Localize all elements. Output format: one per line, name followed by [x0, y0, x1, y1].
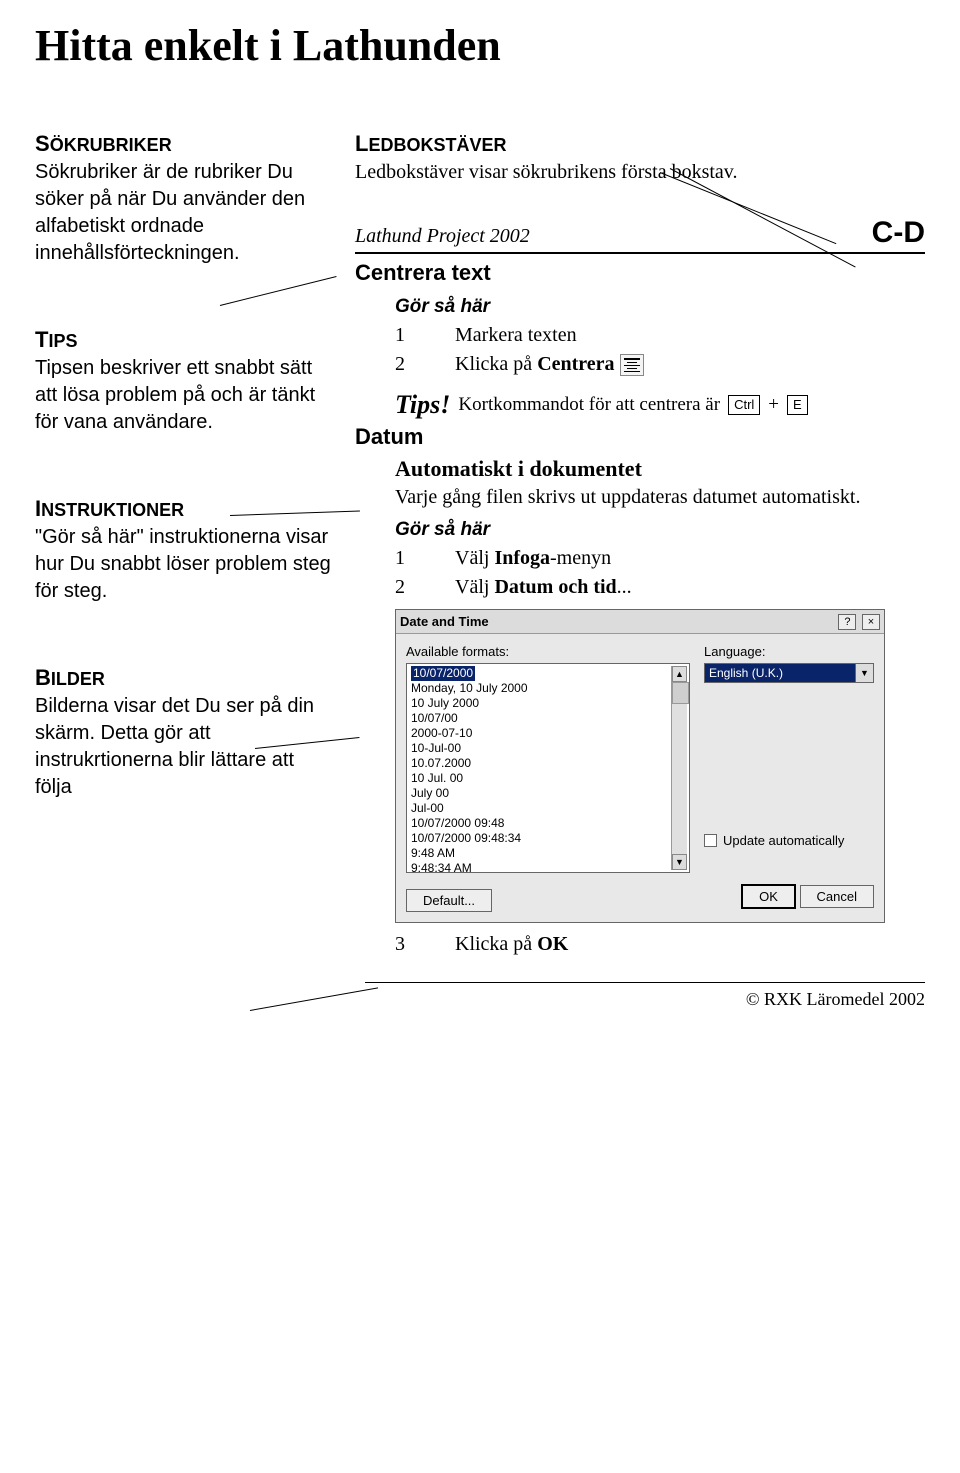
checkbox-box[interactable]	[704, 834, 717, 847]
available-formats-label: Available formats:	[406, 644, 690, 659]
step-pre: Välj	[455, 576, 494, 598]
step-text: Markera texten	[455, 324, 577, 347]
step-row: 1Markera texten	[395, 324, 925, 347]
lathund-line: Lathund Project 2002 C-D	[355, 216, 925, 254]
heading-lead: T	[35, 327, 48, 352]
close-button[interactable]: ×	[862, 614, 880, 630]
checkbox-label: Update automatically	[723, 833, 844, 848]
step-row: 1 Välj Infoga-menyn	[395, 547, 925, 570]
step-bold: Datum och tid	[494, 576, 616, 598]
tips-line: Tips! Kortkommandot för att centrera är …	[395, 390, 925, 420]
language-label: Language:	[704, 644, 874, 659]
list-item[interactable]: July 00	[409, 786, 671, 801]
list-item[interactable]: 10 July 2000	[409, 696, 671, 711]
step-bold: Infoga	[494, 547, 550, 569]
list-item[interactable]: 2000-07-10	[409, 726, 671, 741]
list-item[interactable]: 10/07/00	[409, 711, 671, 726]
chevron-down-icon[interactable]: ▼	[856, 663, 874, 683]
page-title: Hitta enkelt i Lathunden	[35, 20, 925, 71]
heading-lead: L	[355, 131, 368, 156]
list-item[interactable]: Monday, 10 July 2000	[409, 681, 671, 696]
plus-sign: +	[768, 394, 779, 416]
block-body: Bilderna visar det Du ser på din skärm. …	[35, 693, 335, 801]
list-item[interactable]: 10/07/2000	[409, 666, 671, 681]
list-item[interactable]: 10-Jul-00	[409, 741, 671, 756]
block-tips: TIPS Tipsen beskriver ett snabbt sätt at…	[35, 327, 335, 436]
heading-rest: ILDER	[51, 669, 105, 689]
step-bold: Centrera	[537, 353, 614, 375]
step-text: Välj Datum och tid...	[455, 576, 632, 599]
list-item[interactable]: 9:48 AM	[409, 846, 671, 861]
step-bold: OK	[537, 933, 568, 955]
heading-lead: B	[35, 665, 51, 690]
step-text: Välj Infoga-menyn	[455, 547, 611, 570]
formats-listbox[interactable]: 10/07/2000Monday, 10 July 200010 July 20…	[406, 663, 690, 873]
auto-head: Automatiskt i dokumentet	[395, 456, 925, 482]
cancel-button[interactable]: Cancel	[800, 885, 874, 908]
heading-rest: IPS	[48, 331, 77, 351]
list-item[interactable]: 10.07.2000	[409, 756, 671, 771]
default-button[interactable]: Default...	[406, 889, 492, 912]
cd-indicator: C-D	[872, 216, 925, 250]
step-row: 2 Klicka på Centrera	[395, 353, 925, 376]
auto-body: Varje gång filen skrivs ut uppdateras da…	[395, 486, 925, 509]
datum-heading: Datum	[355, 424, 925, 450]
gor-sa-har: Gör så här	[395, 519, 925, 541]
tips-text: Kortkommandot för att centrera är	[458, 394, 720, 416]
step-pre: Välj	[455, 547, 494, 569]
centrera-heading: Centrera text	[355, 260, 925, 286]
help-button[interactable]: ?	[838, 614, 856, 630]
heading-rest: NSTRUKTIONER	[41, 500, 184, 520]
block-sokrubriker: SÖKRUBRIKER Sökrubriker är de rubriker D…	[35, 131, 335, 267]
step-pre: Klicka på	[455, 353, 537, 375]
scroll-up-icon[interactable]: ▲	[672, 666, 687, 682]
heading-rest: EDBOKSTÄVER	[368, 135, 506, 155]
key-ctrl: Ctrl	[728, 395, 760, 415]
step-pre: Klicka på	[455, 933, 537, 955]
list-item[interactable]: 10/07/2000 09:48	[409, 816, 671, 831]
step-text: Klicka på OK	[455, 933, 568, 956]
block-body: "Gör så här" instruktionerna visar hur D…	[35, 524, 335, 605]
block-ledbokstaver: LEDBOKSTÄVER Ledbokstäver visar sökrubri…	[355, 131, 925, 186]
step-text: Klicka på Centrera	[455, 353, 644, 376]
copyright: © RXK Läromedel 2002	[365, 982, 925, 1010]
key-e: E	[787, 395, 808, 415]
step-row: 3 Klicka på OK	[395, 933, 925, 956]
listbox-scrollbar[interactable]: ▲ ▼	[671, 666, 687, 870]
lathund-text: Lathund Project 2002	[355, 225, 530, 248]
language-value: English (U.K.)	[704, 663, 856, 683]
update-auto-checkbox[interactable]: Update automatically	[704, 833, 874, 848]
date-time-dialog: Date and Time ? × Available formats: 10/…	[395, 609, 885, 923]
heading-rest: ÖKRUBRIKER	[50, 135, 172, 155]
list-item[interactable]: 10/07/2000 09:48:34	[409, 831, 671, 846]
center-align-icon	[620, 354, 644, 376]
heading-lead: S	[35, 131, 50, 156]
connector-line	[250, 987, 378, 1011]
dialog-title: Date and Time	[400, 614, 489, 629]
step-post: ...	[617, 576, 632, 598]
list-item[interactable]: 10 Jul. 00	[409, 771, 671, 786]
step-row: 2 Välj Datum och tid...	[395, 576, 925, 599]
ok-button[interactable]: OK	[741, 884, 796, 909]
list-item[interactable]: 9:48:34 AM	[409, 861, 671, 873]
block-bilder: BILDER Bilderna visar det Du ser på din …	[35, 665, 335, 801]
block-body: Sökrubriker är de rubriker Du söker på n…	[35, 159, 335, 267]
block-body: Ledbokstäver visar sökrubrikens första b…	[355, 159, 925, 186]
block-body: Tipsen beskriver ett snabbt sätt att lös…	[35, 355, 335, 436]
list-item[interactable]: Jul-00	[409, 801, 671, 816]
tips-word: Tips!	[395, 390, 450, 420]
language-combo[interactable]: English (U.K.) ▼	[704, 663, 874, 683]
gor-sa-har: Gör så här	[395, 296, 925, 318]
scroll-down-icon[interactable]: ▼	[672, 854, 687, 870]
dialog-titlebar: Date and Time ? ×	[396, 610, 884, 634]
step-post: -menyn	[550, 547, 611, 569]
